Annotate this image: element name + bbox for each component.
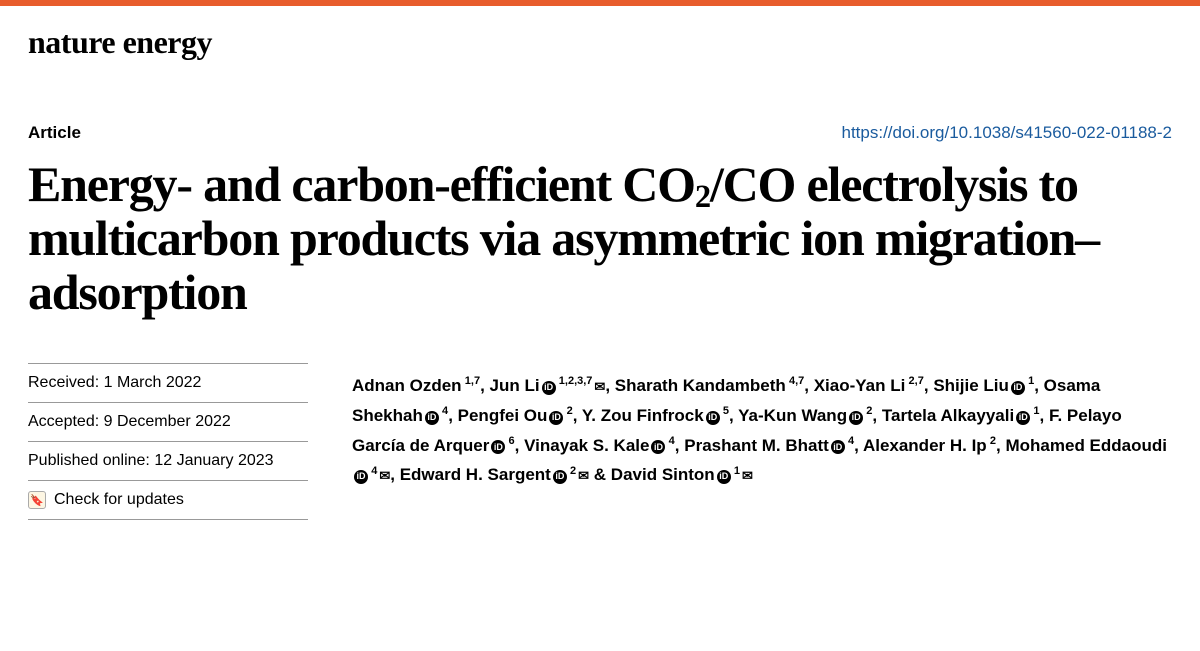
orcid-icon[interactable]: iD (491, 440, 505, 454)
accepted-label: Accepted: (28, 413, 99, 430)
orcid-icon[interactable]: iD (553, 470, 567, 484)
orcid-icon[interactable]: iD (549, 411, 563, 425)
author-affiliation: 6 (505, 435, 514, 447)
author-affiliation: 4 (439, 405, 448, 417)
orcid-icon[interactable]: iD (1011, 381, 1025, 395)
journal-name: nature energy (0, 6, 1200, 61)
received-row: Received: 1 March 2022 (28, 363, 308, 402)
check-updates-label: Check for updates (54, 491, 184, 509)
received-value: 1 March 2022 (104, 374, 202, 391)
mail-icon[interactable]: ✉ (742, 465, 753, 488)
orcid-icon[interactable]: iD (425, 411, 439, 425)
author-affiliation: 1 (731, 465, 740, 477)
author-affiliation: 4 (665, 435, 674, 447)
orcid-icon[interactable]: iD (717, 470, 731, 484)
doi-link[interactable]: https://doi.org/10.1038/s41560-022-01188… (842, 123, 1173, 143)
author: Sharath Kandambeth (615, 376, 786, 395)
accepted-row: Accepted: 9 December 2022 (28, 402, 308, 441)
title-pre: Energy- and carbon-efficient CO (28, 156, 695, 212)
mail-icon[interactable]: ✉ (379, 465, 390, 488)
author: Edward H. Sargent (400, 465, 551, 484)
author-affiliation: 4 (368, 465, 377, 477)
orcid-icon[interactable]: iD (651, 440, 665, 454)
orcid-icon[interactable]: iD (1016, 411, 1030, 425)
author: Shijie Liu (933, 376, 1009, 395)
accepted-value: 9 December 2022 (104, 413, 231, 430)
author-affiliation: 1 (1030, 405, 1039, 417)
author-affiliation: 5 (720, 405, 729, 417)
title-subscript: 2 (695, 179, 710, 215)
orcid-icon[interactable]: iD (831, 440, 845, 454)
author: Alexander H. Ip (863, 436, 987, 455)
meta-column: Received: 1 March 2022 Accepted: 9 Decem… (28, 363, 308, 520)
mail-icon[interactable]: ✉ (578, 465, 589, 488)
published-value: 12 January 2023 (154, 452, 273, 469)
author-affiliation: 2 (987, 435, 996, 447)
meta-authors-row: Received: 1 March 2022 Accepted: 9 Decem… (0, 319, 1200, 520)
mail-icon[interactable]: ✉ (594, 376, 605, 399)
author-affiliation: 2 (863, 405, 872, 417)
header-row: Article https://doi.org/10.1038/s41560-0… (0, 61, 1200, 143)
author: Prashant M. Bhatt (684, 436, 829, 455)
author: Adnan Ozden (352, 376, 462, 395)
author-affiliation: 1 (1025, 375, 1034, 387)
published-label: Published online: (28, 452, 150, 469)
author-affiliation: 2 (567, 465, 576, 477)
author: Pengfei Ou (458, 406, 548, 425)
author: Tartela Alkayyali (882, 406, 1014, 425)
bookmark-icon: 🔖 (28, 491, 46, 509)
author: Mohamed Eddaoudi (1005, 436, 1167, 455)
author-affiliation: 4 (845, 435, 854, 447)
author-affiliation: 1,2,3,7 (556, 375, 593, 387)
author-affiliation: 4,7 (786, 375, 805, 387)
author: Y. Zou Finfrock (582, 406, 704, 425)
published-row: Published online: 12 January 2023 (28, 441, 308, 480)
author: David Sinton (611, 465, 715, 484)
orcid-icon[interactable]: iD (542, 381, 556, 395)
author: Xiao-Yan Li (814, 376, 906, 395)
orcid-icon[interactable]: iD (706, 411, 720, 425)
received-label: Received: (28, 374, 99, 391)
author-affiliation: 1,7 (462, 375, 481, 387)
author: Jun Li (490, 376, 540, 395)
orcid-icon[interactable]: iD (354, 470, 368, 484)
author-affiliation: 2 (563, 405, 572, 417)
author: Ya-Kun Wang (738, 406, 847, 425)
author: Vinayak S. Kale (524, 436, 649, 455)
article-title: Energy- and carbon-efficient CO2/CO elec… (0, 143, 1200, 319)
author-affiliation: 2,7 (905, 375, 924, 387)
authors-list: Adnan Ozden 1,7, Jun LiiD 1,2,3,7✉, Shar… (352, 363, 1172, 520)
article-type: Article (28, 123, 81, 143)
orcid-icon[interactable]: iD (849, 411, 863, 425)
check-updates-row[interactable]: 🔖 Check for updates (28, 480, 308, 520)
